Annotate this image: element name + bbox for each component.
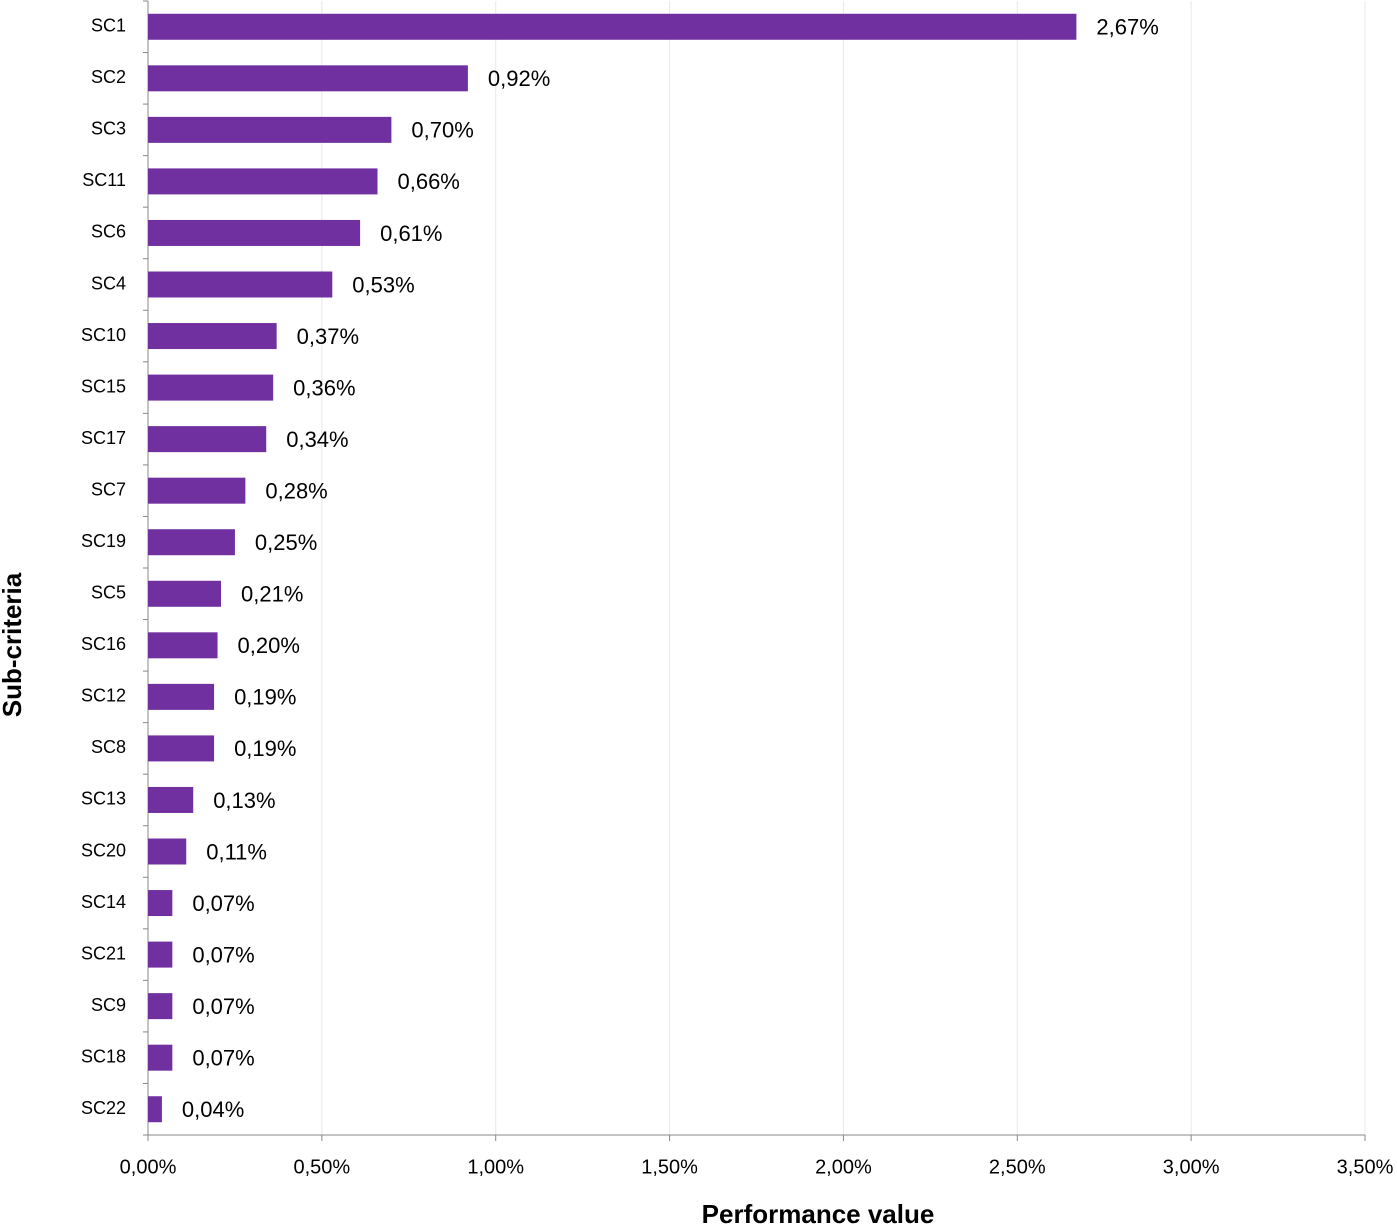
- y-tick-label: SC8: [91, 737, 126, 757]
- x-tick-label: 2,50%: [989, 1156, 1046, 1178]
- y-tick-label: SC1: [91, 16, 126, 36]
- value-label: 0,13%: [213, 788, 275, 813]
- value-label: 0,19%: [234, 685, 296, 710]
- value-label: 0,07%: [192, 1045, 254, 1070]
- value-label: 0,07%: [192, 994, 254, 1019]
- bar: [148, 426, 267, 453]
- y-tick-label: SC22: [81, 1098, 126, 1118]
- value-label: 0,11%: [206, 839, 267, 864]
- bar: [148, 271, 333, 298]
- value-label: 0,53%: [352, 272, 414, 297]
- bar: [148, 374, 274, 401]
- bar: [148, 219, 361, 246]
- y-tick-label: SC17: [81, 428, 126, 448]
- bar: [148, 529, 235, 556]
- bar: [148, 683, 215, 710]
- value-label: 0,28%: [265, 478, 327, 503]
- value-label: 0,07%: [192, 942, 254, 967]
- y-tick-label: SC10: [81, 325, 126, 345]
- value-label: 0,04%: [182, 1097, 244, 1122]
- bar: [148, 1044, 173, 1071]
- value-label: 0,37%: [297, 324, 359, 349]
- value-label: 0,25%: [255, 530, 317, 555]
- value-label: 0,21%: [241, 582, 303, 607]
- bar: [148, 1096, 162, 1123]
- value-label: 0,66%: [397, 169, 459, 194]
- y-tick-label: SC9: [91, 995, 126, 1015]
- y-tick-label: SC4: [91, 273, 126, 293]
- y-tick-label: SC6: [91, 222, 126, 242]
- y-tick-label: SC19: [81, 531, 126, 551]
- bar: [148, 168, 378, 195]
- bar: [148, 477, 246, 504]
- bar: [148, 735, 215, 762]
- x-tick-label: 3,00%: [1163, 1156, 1220, 1178]
- y-tick-label: SC11: [82, 170, 126, 190]
- y-tick-label: SC3: [91, 119, 126, 139]
- value-label: 0,07%: [192, 891, 254, 916]
- y-tick-label: SC13: [81, 789, 126, 809]
- y-tick-label: SC12: [81, 686, 126, 706]
- bar: [148, 993, 173, 1020]
- bar: [148, 838, 187, 865]
- bar: [148, 116, 392, 143]
- bar: [148, 890, 173, 917]
- y-tick-label: SC20: [81, 840, 126, 860]
- bar: [148, 632, 218, 659]
- x-tick-label: 1,00%: [467, 1156, 524, 1178]
- y-tick-label: SC5: [91, 583, 126, 603]
- y-tick-label: SC7: [91, 479, 126, 499]
- value-label: 2,67%: [1096, 15, 1158, 40]
- y-axis-title: Sub-criteria: [0, 572, 27, 717]
- value-label: 0,61%: [380, 221, 442, 246]
- value-label: 0,19%: [234, 736, 296, 761]
- x-tick-label: 0,50%: [293, 1156, 350, 1178]
- y-tick-label: SC14: [81, 892, 126, 912]
- x-tick-label: 3,50%: [1337, 1156, 1394, 1178]
- y-tick-label: SC16: [81, 634, 126, 654]
- bar: [148, 941, 173, 968]
- y-tick-label: SC18: [81, 1046, 126, 1066]
- value-label: 0,70%: [411, 118, 473, 143]
- y-tick-label: SC15: [81, 376, 126, 396]
- x-tick-label: 0,00%: [120, 1156, 177, 1178]
- y-tick-label: SC21: [81, 943, 126, 963]
- bar: [148, 323, 277, 350]
- x-tick-label: 1,50%: [641, 1156, 698, 1178]
- x-tick-label: 2,00%: [815, 1156, 872, 1178]
- value-label: 0,34%: [286, 427, 348, 452]
- bar: [148, 65, 468, 92]
- value-label: 0,92%: [488, 66, 550, 91]
- bar: [148, 580, 222, 607]
- y-tick-label: SC2: [91, 67, 126, 87]
- value-label: 0,36%: [293, 375, 355, 400]
- x-axis-title: Performance value: [702, 1199, 935, 1229]
- bar: [148, 13, 1077, 40]
- bar: [148, 786, 194, 813]
- value-label: 0,20%: [238, 633, 300, 658]
